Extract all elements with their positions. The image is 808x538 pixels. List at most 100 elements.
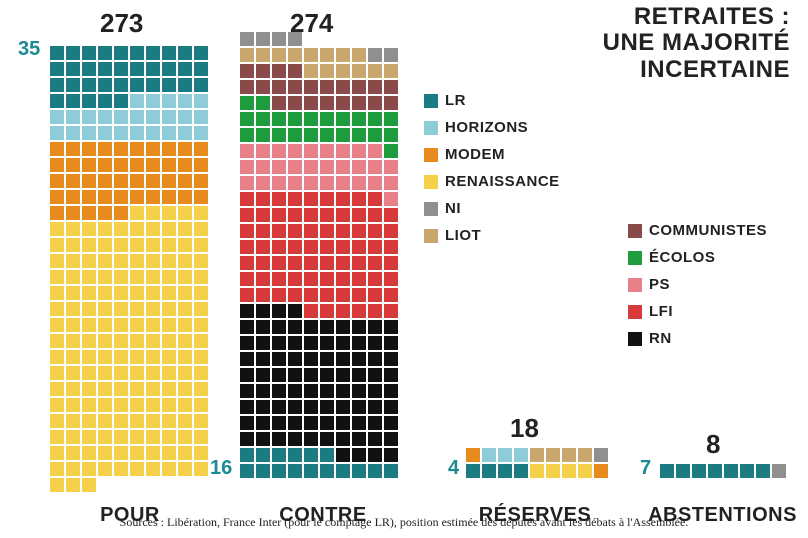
waffle-cell — [288, 192, 302, 206]
waffle-cell — [352, 336, 366, 350]
waffle-cell — [272, 176, 286, 190]
waffle-cell — [304, 336, 318, 350]
waffle-cell — [162, 318, 176, 332]
waffle-cell — [384, 320, 398, 334]
waffle-cell — [98, 430, 112, 444]
waffle-cell — [546, 464, 560, 478]
waffle-cell — [162, 158, 176, 172]
waffle-cell — [240, 32, 254, 46]
waffle-cell — [288, 320, 302, 334]
waffle-cell — [288, 160, 302, 174]
waffle-cell — [320, 224, 334, 238]
waffle-cell — [304, 320, 318, 334]
waffle-cell — [50, 46, 64, 60]
waffle-cell — [66, 334, 80, 348]
waffle-cell — [272, 288, 286, 302]
legend-label: LR — [445, 92, 466, 109]
waffle-cell — [368, 416, 382, 430]
waffle-cell — [498, 448, 512, 462]
waffle-cell — [240, 80, 254, 94]
waffle-cell — [304, 208, 318, 222]
waffle-cell — [194, 110, 208, 124]
waffle-cell — [256, 112, 270, 126]
waffle-cell — [194, 238, 208, 252]
waffle-cell — [272, 320, 286, 334]
waffle-cell — [114, 270, 128, 284]
waffle-cell — [178, 286, 192, 300]
legend-label: COMMUNISTES — [649, 222, 767, 239]
waffle-cell — [194, 382, 208, 396]
waffle-cell — [272, 160, 286, 174]
waffle-cell — [114, 286, 128, 300]
waffle-cell — [352, 464, 366, 478]
waffle-cell — [368, 96, 382, 110]
waffle-cell — [50, 254, 64, 268]
waffle-cell — [272, 48, 286, 62]
waffle-cell — [114, 142, 128, 156]
waffle-cell — [146, 78, 160, 92]
waffle-cell — [114, 222, 128, 236]
waffle-cell — [114, 430, 128, 444]
waffle-cell — [130, 366, 144, 380]
waffle-cell — [352, 48, 366, 62]
waffle-cell — [336, 384, 350, 398]
waffle-cell — [50, 318, 64, 332]
waffle-cell — [194, 430, 208, 444]
waffle-cell — [162, 190, 176, 204]
waffle-cell — [178, 446, 192, 460]
waffle-cell — [98, 142, 112, 156]
legend-swatch — [628, 278, 642, 292]
waffle-cell — [594, 464, 608, 478]
chart-title: RETRAITES : UNE MAJORITÉ INCERTAINE — [603, 4, 790, 83]
waffle-cell — [82, 238, 96, 252]
waffle-cell — [146, 222, 160, 236]
waffle-cell — [272, 368, 286, 382]
waffle-cell — [114, 110, 128, 124]
waffle-cell — [272, 384, 286, 398]
legend-item-rn: RN — [628, 330, 767, 347]
waffle-cell — [82, 222, 96, 236]
waffle-cell — [320, 128, 334, 142]
waffle-cell — [178, 190, 192, 204]
waffle-cell — [256, 128, 270, 142]
waffle-cell — [146, 206, 160, 220]
waffle-cell — [178, 350, 192, 364]
waffle-cell — [384, 368, 398, 382]
waffle-cell — [530, 464, 544, 478]
waffle-cell — [530, 448, 544, 462]
waffle-cell — [194, 334, 208, 348]
waffle-cell — [66, 206, 80, 220]
waffle-cell — [114, 62, 128, 76]
legend-swatch — [424, 175, 438, 189]
waffle-cell — [352, 240, 366, 254]
waffle-cell — [98, 334, 112, 348]
waffle-cell — [98, 126, 112, 140]
waffle-cell — [50, 398, 64, 412]
waffle-cell — [114, 238, 128, 252]
waffle-cell — [194, 350, 208, 364]
waffle-cell — [98, 174, 112, 188]
waffle-cell — [368, 384, 382, 398]
waffle-cell — [336, 208, 350, 222]
waffle-cell — [82, 366, 96, 380]
waffle-cell — [304, 160, 318, 174]
legend-swatch — [628, 224, 642, 238]
waffle-cell — [288, 80, 302, 94]
waffle-cell — [98, 254, 112, 268]
waffle-cell — [178, 366, 192, 380]
waffle-cell — [256, 416, 270, 430]
waffle-cell — [146, 46, 160, 60]
waffle-cell — [384, 384, 398, 398]
waffle-cell — [352, 432, 366, 446]
waffle-cell — [272, 128, 286, 142]
side-number-pour: 35 — [18, 38, 40, 61]
waffle-cell — [178, 46, 192, 60]
waffle-cell — [82, 318, 96, 332]
waffle-cell — [178, 414, 192, 428]
waffle-cell — [320, 352, 334, 366]
waffle-cell — [240, 336, 254, 350]
waffle-cell — [288, 240, 302, 254]
waffle-cell — [304, 224, 318, 238]
waffle-cell — [336, 464, 350, 478]
waffle-cell — [82, 110, 96, 124]
